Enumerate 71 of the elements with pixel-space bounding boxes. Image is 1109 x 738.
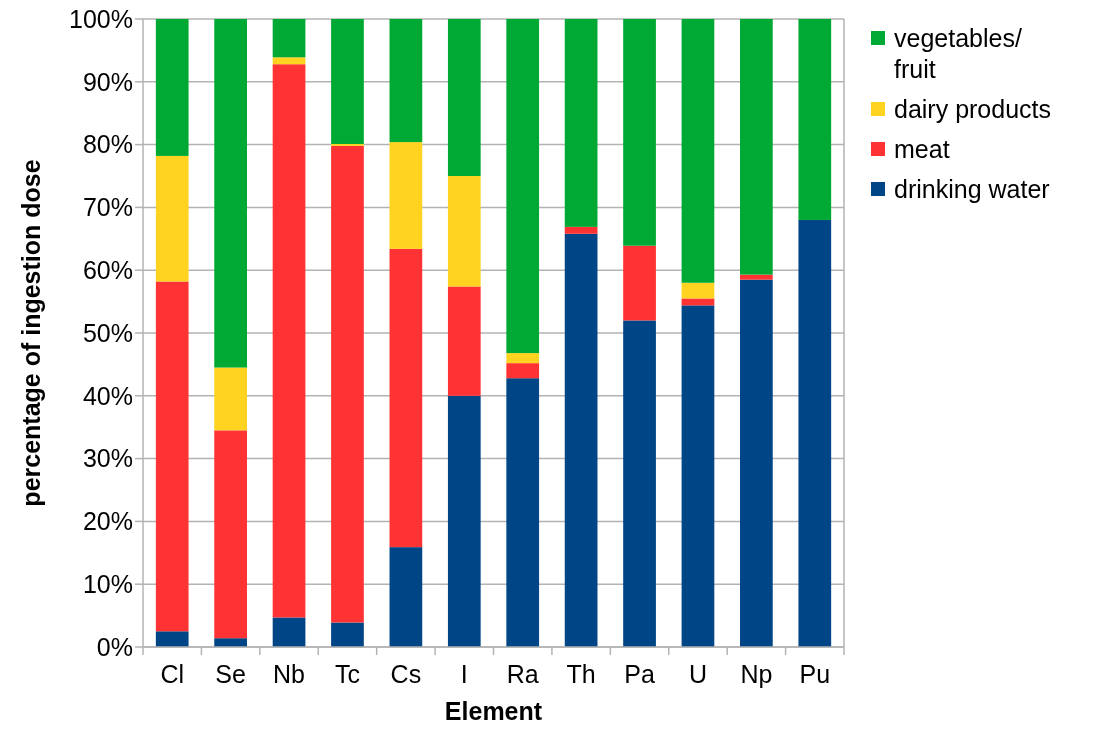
bar: [389, 142, 423, 249]
x-tick-label: Pa: [624, 660, 655, 688]
bar: [623, 320, 656, 647]
y-tick-label: 30%: [82, 444, 133, 473]
bar: [214, 367, 247, 431]
x-tick-label: Cs: [390, 660, 422, 688]
bar: [564, 226, 598, 234]
bar: [447, 286, 481, 396]
bar: [740, 19, 773, 275]
x-tick-label: Pu: [799, 660, 831, 688]
bar: [214, 19, 247, 368]
bar: [681, 282, 715, 299]
bar: [798, 219, 832, 647]
bar: [447, 176, 481, 287]
legend-label: drinking water: [894, 175, 1050, 203]
bar: [623, 19, 656, 246]
legend-label: meat: [894, 135, 950, 163]
y-axis-title: percentage of ingestion dose: [17, 159, 45, 507]
bar: [389, 248, 423, 548]
legend-label: vegetables/fruit: [894, 24, 1022, 83]
bar: [681, 298, 715, 306]
bar: [564, 233, 598, 647]
y-tick-label: 90%: [82, 67, 133, 96]
bar: [272, 617, 306, 647]
x-tick-label: Ra: [506, 660, 539, 688]
y-tick-label: 40%: [82, 381, 133, 410]
bar: [506, 353, 540, 364]
bar: [506, 19, 540, 354]
y-tick-label: 20%: [82, 507, 133, 536]
x-tick-label: I: [460, 660, 468, 688]
bar: [506, 363, 540, 379]
bar: [740, 274, 773, 280]
y-tick-label: 60%: [82, 255, 133, 284]
y-tick-label: 80%: [82, 130, 133, 159]
bar: [155, 281, 189, 632]
bar: [272, 19, 306, 58]
bar: [214, 430, 247, 639]
bar: [447, 395, 481, 647]
bar: [155, 631, 189, 647]
x-tick-label: Se: [215, 660, 246, 688]
bar: [214, 638, 247, 647]
x-tick-label: U: [688, 660, 707, 688]
bar: [155, 19, 189, 156]
y-tick-label: 100%: [69, 4, 133, 33]
bar: [155, 155, 189, 282]
bar: [623, 245, 656, 321]
bar: [389, 19, 423, 143]
x-tick-label: Th: [566, 660, 596, 688]
bar: [681, 19, 715, 283]
y-tick-label: 10%: [82, 569, 133, 598]
y-tick-label: 0%: [96, 632, 133, 661]
y-tick-label: 70%: [82, 193, 133, 222]
bar: [506, 378, 540, 647]
bar: [272, 57, 306, 65]
bar: [447, 19, 481, 176]
legend-label: dairy products: [894, 95, 1052, 123]
y-tick-label: 50%: [82, 318, 133, 347]
bar: [564, 19, 598, 227]
bar: [389, 547, 423, 647]
x-tick-label: Tc: [334, 660, 360, 688]
x-tick-label: Np: [740, 660, 773, 688]
x-tick-label: Nb: [273, 660, 306, 688]
bar: [798, 19, 832, 220]
bar: [681, 305, 715, 647]
x-tick-label: Cl: [160, 660, 185, 688]
x-axis-title: Element: [444, 697, 543, 725]
bar: [331, 145, 364, 623]
bar: [272, 64, 306, 618]
bar: [331, 622, 364, 647]
bar: [331, 19, 364, 144]
bar: [740, 279, 773, 647]
